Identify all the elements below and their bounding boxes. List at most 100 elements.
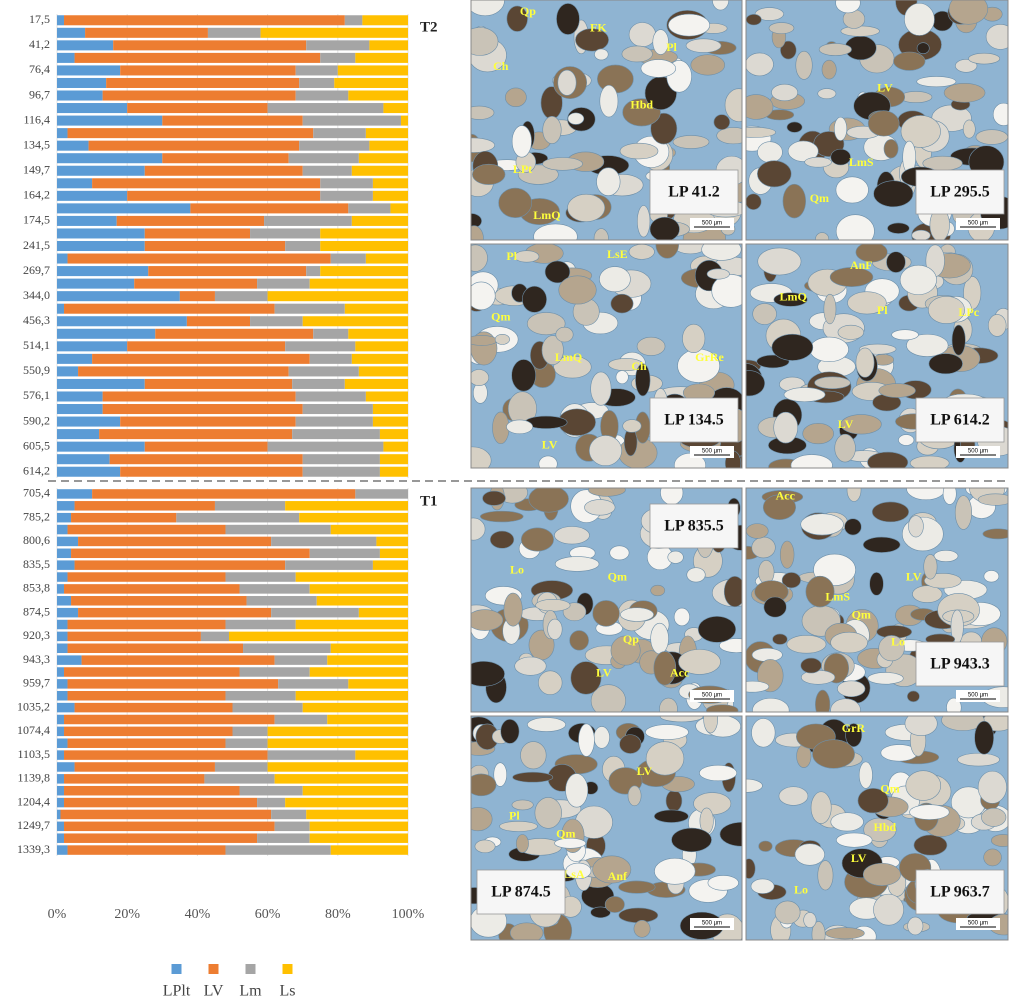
- bar-segment: [257, 798, 285, 807]
- bar-segment: [145, 166, 303, 176]
- bar-segment: [117, 216, 264, 226]
- bar-segment: [57, 549, 71, 558]
- grain: [983, 529, 1010, 539]
- grain: [870, 572, 884, 595]
- grain: [908, 516, 923, 537]
- bar-segment: [320, 266, 408, 276]
- bar-segment: [64, 715, 275, 724]
- grain: [910, 805, 950, 820]
- legend-label: LV: [204, 983, 224, 1000]
- grain: [464, 807, 492, 831]
- bar-segment: [92, 489, 355, 498]
- bar-segment: [68, 632, 201, 641]
- grain: [611, 294, 633, 313]
- bar-segment: [268, 291, 408, 301]
- bar-segment: [57, 128, 68, 138]
- bar-segment: [383, 103, 408, 113]
- mineral-label: Pl: [666, 40, 677, 54]
- bar-segment: [303, 404, 373, 414]
- grain: [769, 23, 794, 34]
- grain: [907, 691, 919, 702]
- grain: [811, 792, 831, 824]
- category-label: 174,5: [23, 213, 50, 227]
- bar-segment: [57, 166, 145, 176]
- grain: [783, 184, 806, 218]
- grain: [708, 875, 739, 890]
- grain: [812, 740, 854, 769]
- caption: LP 614.2: [930, 412, 990, 429]
- x-tick-label: 0%: [48, 907, 67, 922]
- bar-segment: [57, 228, 145, 238]
- bar-segment: [57, 40, 113, 50]
- bar-segment: [68, 525, 226, 534]
- bar-segment: [57, 632, 68, 641]
- mineral-label: Qp: [623, 632, 639, 646]
- bar-segment: [57, 178, 92, 188]
- bar-segment: [57, 810, 61, 819]
- bar-segment: [57, 703, 75, 712]
- bar-segment: [320, 241, 408, 251]
- grain: [513, 772, 553, 782]
- bar-segment: [296, 391, 366, 401]
- category-label: 149,7: [23, 163, 50, 177]
- bar-segment: [68, 128, 314, 138]
- grain: [536, 599, 571, 611]
- grain: [589, 435, 621, 465]
- bar-segment: [373, 191, 408, 201]
- grain: [904, 3, 934, 35]
- grain: [836, 833, 872, 847]
- bar-segment: [345, 15, 363, 25]
- bar-segment: [57, 774, 64, 783]
- grain: [501, 719, 519, 743]
- grain: [917, 43, 929, 54]
- bar-segment: [317, 596, 408, 605]
- bar-segment: [92, 354, 310, 364]
- bar-segment: [303, 703, 408, 712]
- grain: [641, 60, 676, 78]
- category-label: 1139,8: [17, 771, 50, 785]
- grain: [963, 120, 975, 138]
- bar-segment: [296, 572, 408, 581]
- grain: [836, 215, 874, 248]
- category-label: 614,2: [23, 463, 50, 477]
- bar-segment: [68, 620, 226, 629]
- bar-segment: [380, 549, 408, 558]
- grain: [908, 917, 923, 935]
- grain: [584, 500, 615, 516]
- bar-segment: [127, 341, 285, 351]
- grain: [924, 554, 937, 579]
- grain: [622, 46, 653, 62]
- category-label: 1204,4: [17, 794, 50, 808]
- bar-segment: [57, 679, 68, 688]
- grain: [745, 53, 773, 76]
- bar-segment: [57, 467, 120, 477]
- grain: [845, 519, 862, 535]
- grain: [791, 455, 833, 477]
- bar-segment: [380, 429, 408, 439]
- bar-segment: [162, 153, 288, 163]
- bar-segment: [310, 279, 408, 289]
- bar-segment: [229, 632, 408, 641]
- grain: [779, 787, 808, 806]
- category-label: 241,5: [23, 238, 50, 252]
- bar-segment: [225, 845, 330, 854]
- bar-segment: [78, 366, 289, 376]
- grain: [454, 447, 491, 474]
- scale-bar-label: 500 µm: [702, 693, 722, 699]
- grain: [859, 762, 872, 789]
- category-label: 590,2: [23, 413, 50, 427]
- grain: [672, 828, 712, 852]
- bar-segment: [57, 53, 75, 63]
- bar-segment: [306, 266, 320, 276]
- bar-segment: [310, 833, 408, 842]
- bar-segment: [366, 254, 408, 264]
- bar-segment: [57, 354, 92, 364]
- mineral-label: AnF: [850, 258, 873, 272]
- bar-segment: [355, 341, 408, 351]
- bar-segment: [320, 178, 373, 188]
- mineral-label: LV: [637, 764, 653, 778]
- bar-segment: [75, 703, 233, 712]
- caption: LP 874.5: [491, 884, 551, 901]
- grain: [787, 635, 826, 653]
- legend-label: Lm: [239, 983, 262, 1000]
